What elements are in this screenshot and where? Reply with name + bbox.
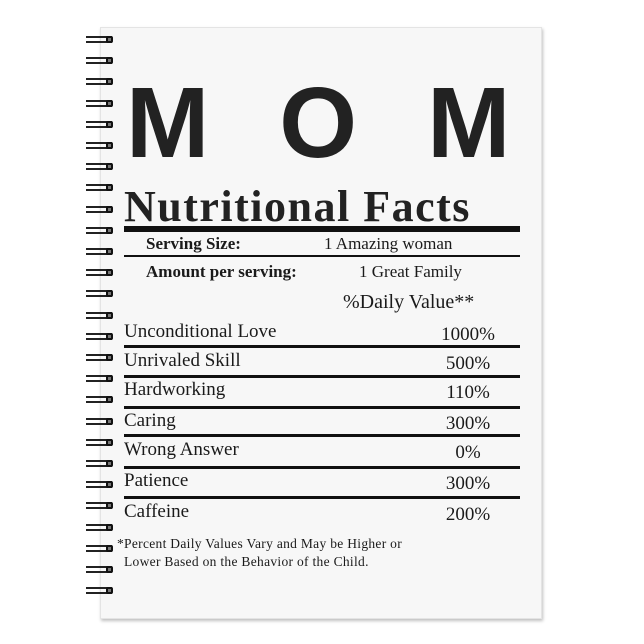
nutrient-label: Patience — [124, 470, 189, 491]
nutrient-value: 500% — [445, 353, 491, 374]
spiral-ring — [86, 226, 116, 235]
nutrient-label: Caring — [124, 410, 176, 431]
amount-per-serving-value: 1 Great Family — [359, 262, 462, 281]
row-divider — [124, 434, 520, 437]
nutrient-value: 300% — [445, 413, 491, 434]
spiral-ring — [86, 396, 116, 404]
spiral-ring — [86, 57, 116, 65]
row-divider — [124, 496, 520, 499]
spiral-ring — [86, 438, 116, 447]
nutrient-value: 0% — [455, 442, 481, 463]
footnote-line-2: Lower Based on the Behavior of the Child… — [124, 554, 369, 569]
spiral-ring — [86, 332, 116, 341]
spiral-ring — [86, 78, 116, 86]
spiral-ring — [86, 248, 116, 256]
spiral-ring — [86, 269, 116, 277]
spiral-ring — [86, 120, 116, 129]
nutrient-value: 300% — [445, 473, 491, 494]
spiral-ring — [86, 587, 116, 595]
serving-size-value: 1 Amazing woman — [324, 234, 453, 253]
nutrient-value: 110% — [446, 382, 490, 403]
notebook-cover — [100, 27, 542, 619]
serving-size-label: Serving Size: — [146, 234, 241, 253]
spiral-ring — [86, 99, 116, 108]
spiral-ring — [86, 163, 116, 171]
spiral-ring — [86, 417, 116, 426]
nutrient-label: Unrivaled Skill — [124, 350, 241, 371]
nutrient-label: Caffeine — [124, 501, 190, 522]
spiral-ring — [86, 205, 116, 214]
row-divider — [124, 406, 520, 409]
spiral-ring — [86, 460, 116, 468]
daily-value-header: %Daily Value** — [343, 291, 475, 313]
amount-per-serving-label: Amount per serving: — [146, 262, 297, 281]
spiral-ring — [86, 36, 116, 44]
thick-divider — [124, 226, 520, 232]
spiral-ring — [86, 502, 116, 510]
spiral-ring — [86, 142, 116, 150]
spiral-ring — [86, 290, 116, 298]
nutrient-value: 1000% — [441, 324, 495, 345]
footnote-line-1: *Percent Daily Values Vary and May be Hi… — [117, 536, 403, 551]
spiral-ring — [86, 566, 116, 574]
spiral-ring — [86, 523, 116, 532]
nutrient-label: Hardworking — [124, 379, 226, 400]
spiral-binding — [86, 36, 118, 606]
spiral-ring — [86, 544, 116, 553]
spiral-ring — [86, 354, 116, 362]
spiral-ring — [86, 311, 116, 320]
divider — [124, 255, 520, 257]
row-divider — [124, 466, 520, 469]
spiral-ring — [86, 481, 116, 489]
title-mom: MOM — [126, 67, 581, 179]
row-divider — [124, 345, 520, 348]
spiral-ring — [86, 184, 116, 192]
nutrient-label: Unconditional Love — [124, 321, 277, 342]
subtitle-nutritional-facts: Nutritional Facts — [124, 182, 471, 231]
row-divider — [124, 375, 520, 378]
nutrient-value: 200% — [445, 504, 491, 525]
nutrient-label: Wrong Answer — [124, 439, 239, 460]
spiral-ring — [86, 375, 116, 383]
